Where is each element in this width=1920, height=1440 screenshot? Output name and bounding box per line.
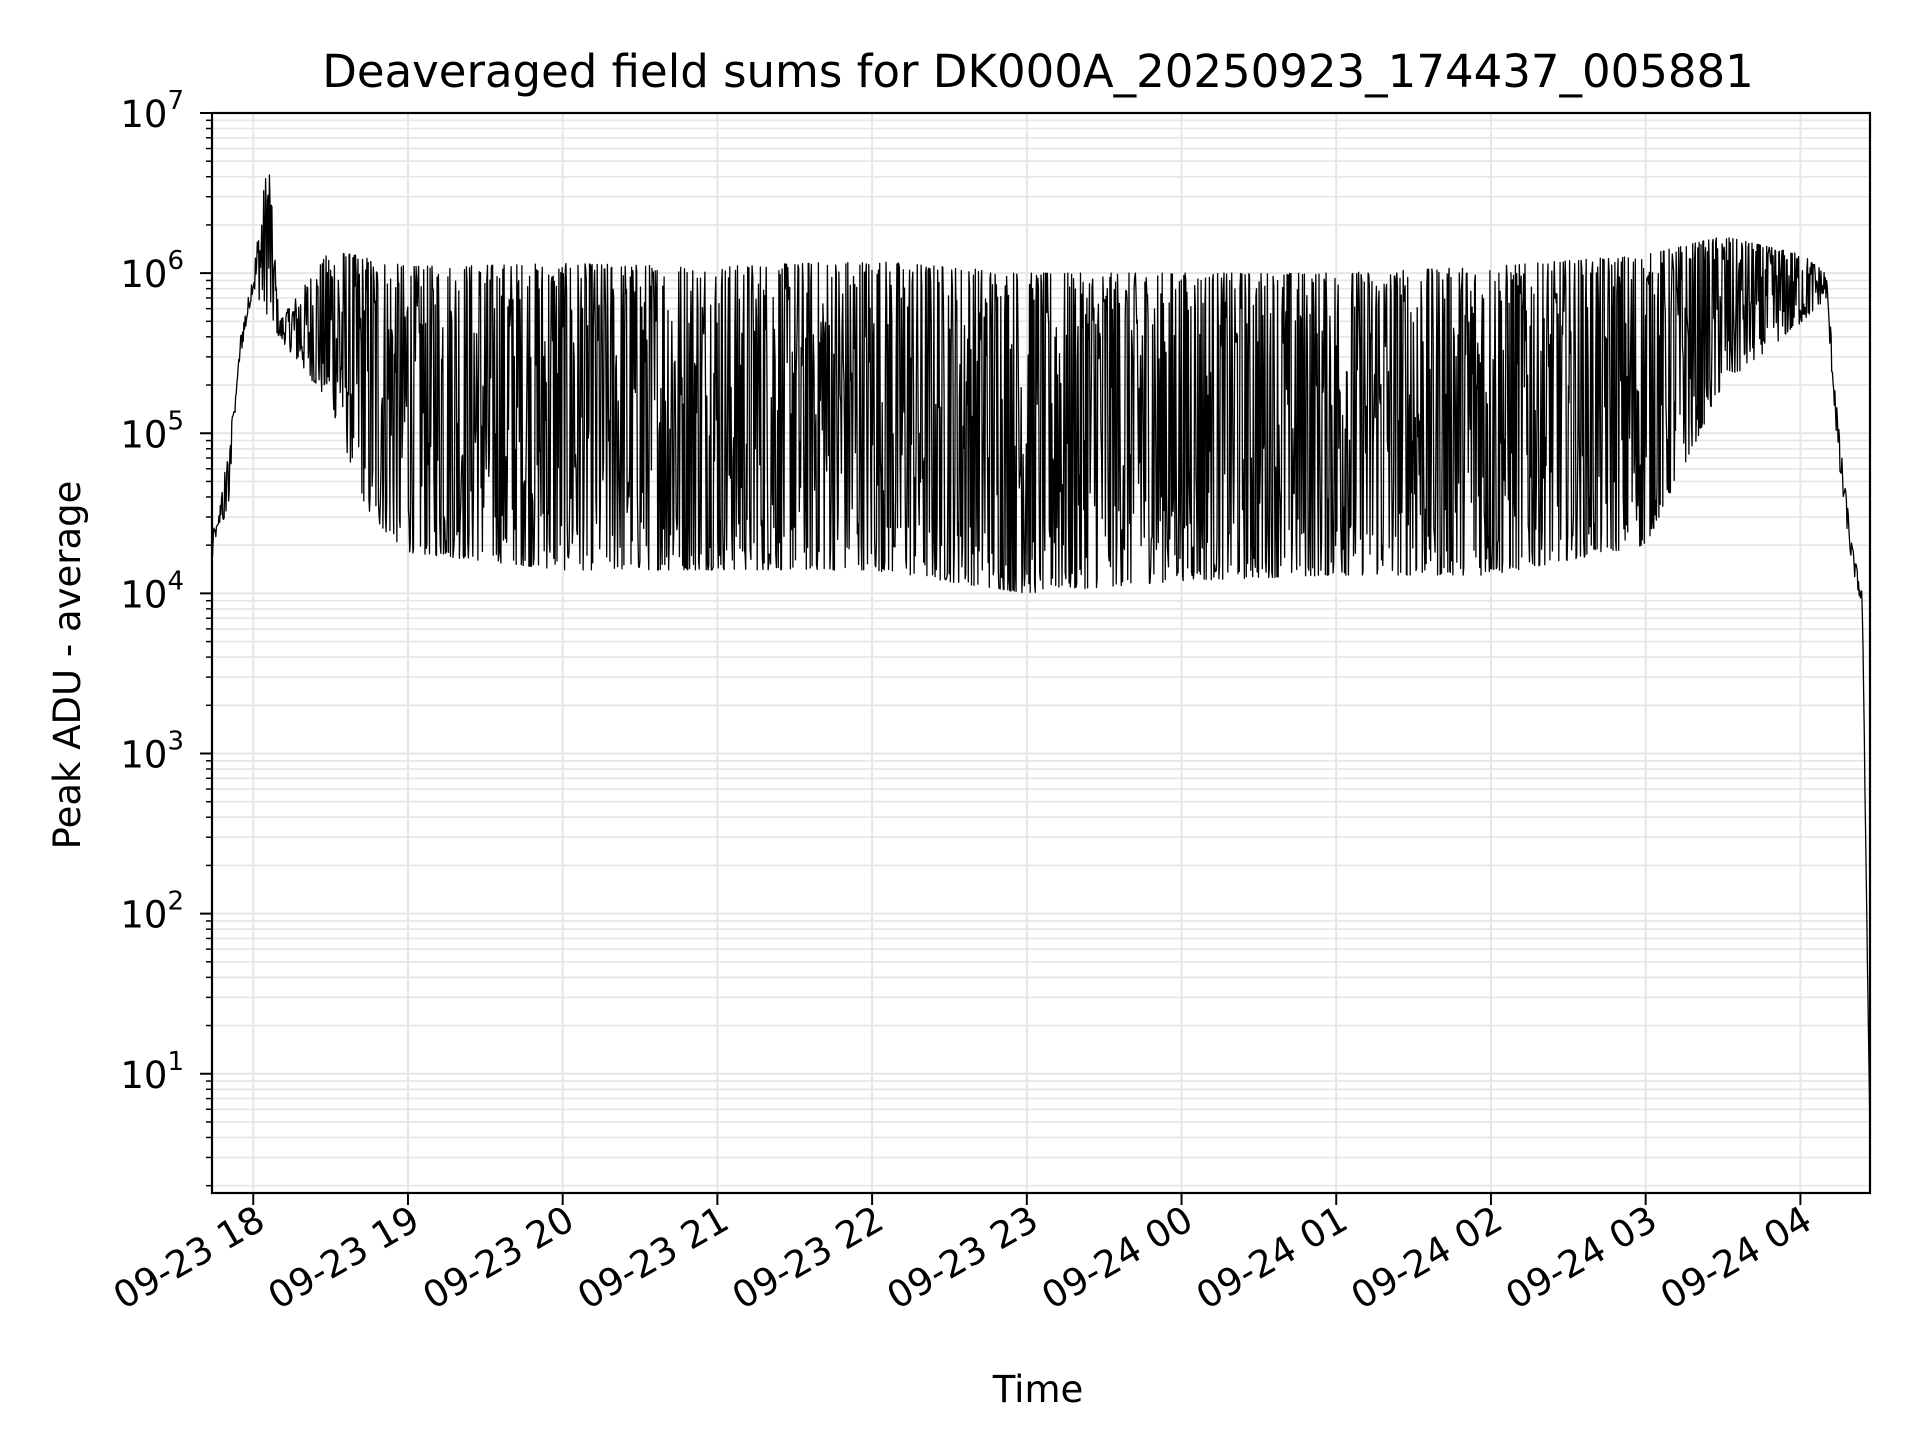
y-tick-label: 107 [120,86,184,136]
y-tick-label: 102 [120,887,184,937]
y-axis: 101 102 103 104 105 106 107 [120,86,212,1187]
series-path [211,174,1871,1138]
x-tick-label: 09-23 20 [416,1198,582,1318]
series-line [211,174,1871,1138]
x-axis-label: Time [992,1368,1084,1411]
chart-title: Deaveraged field sums for DK000A_2025092… [322,45,1754,98]
y-tick-label: 104 [120,566,184,616]
grid [212,112,1870,1193]
plot-frame [210,111,1872,1195]
y-tick-label: 105 [120,406,184,456]
x-tick-label: 09-24 02 [1344,1198,1510,1318]
x-tick-label: 09-24 00 [1034,1198,1200,1318]
x-tick-label: 09-23 19 [261,1198,427,1318]
x-tick-label: 09-23 22 [725,1198,891,1318]
x-tick-label: 09-23 18 [106,1198,272,1318]
x-tick-label: 09-23 23 [880,1198,1046,1318]
y-axis-label: Peak ADU - average [46,481,89,850]
x-tick-label: 09-24 04 [1653,1198,1819,1318]
y-tick-label: 106 [120,246,184,296]
y-tick-label: 101 [120,1047,184,1097]
y-tick-label: 103 [120,727,184,777]
x-tick-label: 09-24 01 [1189,1198,1355,1318]
x-tick-label: 09-24 03 [1499,1198,1665,1318]
x-tick-label: 09-23 21 [570,1198,736,1318]
